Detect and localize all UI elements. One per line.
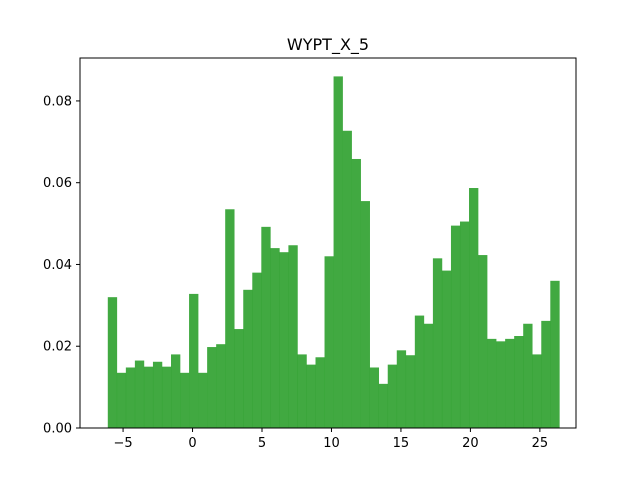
histogram-bar [496,341,506,428]
histogram-bar [125,367,136,428]
plot-frame [79,57,577,429]
x-tick-label: 5 [258,436,266,451]
histogram-bar [351,158,361,429]
histogram-bar [423,323,434,428]
histogram-bar [152,361,163,428]
histogram-bar [450,225,461,428]
histogram-bar [459,221,470,428]
x-tick-label: −5 [113,436,132,451]
histogram-bar [315,357,325,428]
histogram-bar [469,188,479,428]
histogram-bar [161,366,172,428]
histogram-bar [342,130,352,428]
histogram-bar [369,367,380,428]
x-tick-label: 10 [323,436,340,451]
y-tick-label: 0.02 [43,340,72,355]
histogram-bar [441,270,452,428]
histogram-bar [378,383,389,428]
histogram-bar [523,323,533,428]
x-tick-label: 0 [188,436,196,451]
histogram-bar [225,209,235,428]
histogram-bar [505,338,515,428]
histogram-bar [432,258,443,428]
y-tick-label: 0.04 [43,258,72,273]
histogram-bar [405,355,416,428]
histogram-bar [261,226,271,428]
histogram-bar [478,255,488,428]
histogram-bar [171,354,181,428]
histogram-bar [143,366,154,428]
histogram-bar [541,320,551,428]
histogram-bar [324,256,334,428]
histogram-bar [288,245,298,428]
histogram-bar [387,364,398,428]
histogram-bar [243,289,253,428]
x-tick-label: 25 [532,436,549,451]
histogram-bar [550,280,560,428]
histogram-bar [279,252,289,428]
y-tick-label: 0.06 [43,176,72,191]
histogram-bar [234,329,244,428]
histogram-bar [107,297,118,428]
histogram-bar [414,315,425,428]
histogram-bar [216,344,226,428]
x-tick-label: 20 [462,436,479,451]
histogram-bar [532,354,542,428]
y-tick-label: 0.08 [43,94,72,109]
histogram-bar [514,336,524,428]
histogram-bar [180,372,190,428]
histogram-bar [207,347,217,428]
histogram-bar [297,354,307,428]
histogram-bar [134,360,145,428]
chart-title: WYPT_X_5 [287,35,369,55]
histogram-bar [189,293,199,428]
histogram-bar [198,372,208,428]
x-axis: −5 0 5 10 15 20 25 [113,428,548,451]
histogram-bar [396,350,407,428]
bars-group [107,76,560,429]
histogram-bar [333,76,343,429]
x-tick-label: 15 [393,436,410,451]
histogram-bar [270,248,280,428]
histogram-bar [116,372,127,428]
histogram-bar [487,338,497,428]
histogram-bar [306,364,316,428]
y-tick-label: 0.00 [43,422,72,437]
histogram-bar [252,272,262,428]
histogram-bar [360,201,370,428]
y-axis: 0.00 0.02 0.04 0.06 0.08 [43,94,80,437]
